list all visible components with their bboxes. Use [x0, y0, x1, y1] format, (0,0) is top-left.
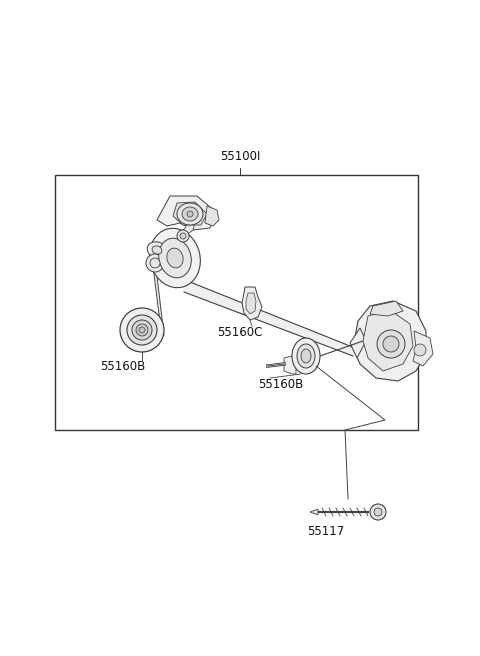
Ellipse shape: [297, 344, 315, 368]
Ellipse shape: [301, 349, 311, 363]
Polygon shape: [353, 301, 426, 381]
Text: 55160B: 55160B: [100, 360, 145, 373]
Circle shape: [139, 327, 145, 333]
Circle shape: [132, 320, 152, 340]
Polygon shape: [173, 202, 207, 225]
Circle shape: [374, 508, 382, 516]
Ellipse shape: [159, 238, 192, 277]
Ellipse shape: [167, 248, 183, 268]
Polygon shape: [246, 293, 256, 314]
Circle shape: [127, 315, 157, 345]
Polygon shape: [161, 246, 170, 256]
Circle shape: [177, 230, 189, 242]
Polygon shape: [157, 196, 217, 230]
Text: 55100I: 55100I: [220, 150, 260, 163]
Ellipse shape: [292, 338, 320, 374]
Ellipse shape: [182, 207, 198, 221]
Text: 55160C: 55160C: [217, 326, 263, 339]
Polygon shape: [153, 266, 164, 336]
Polygon shape: [180, 278, 355, 356]
Ellipse shape: [150, 228, 200, 288]
Polygon shape: [284, 356, 296, 374]
Polygon shape: [350, 328, 366, 358]
Circle shape: [383, 336, 399, 352]
Polygon shape: [205, 206, 219, 226]
Ellipse shape: [152, 246, 162, 254]
Text: 55160B: 55160B: [258, 378, 303, 391]
Circle shape: [146, 254, 164, 272]
Ellipse shape: [147, 242, 167, 258]
Polygon shape: [363, 310, 413, 371]
Polygon shape: [370, 301, 403, 316]
Polygon shape: [310, 509, 318, 515]
Circle shape: [120, 308, 164, 352]
Circle shape: [370, 504, 386, 520]
Polygon shape: [413, 331, 433, 366]
Circle shape: [377, 330, 405, 358]
Circle shape: [414, 344, 426, 356]
Circle shape: [136, 324, 148, 336]
Circle shape: [180, 233, 186, 239]
Circle shape: [150, 258, 160, 268]
Ellipse shape: [177, 203, 203, 225]
Text: 55117: 55117: [307, 525, 344, 538]
Bar: [55, 175, 418, 430]
Circle shape: [187, 211, 193, 217]
Polygon shape: [179, 215, 197, 236]
Polygon shape: [242, 287, 262, 320]
